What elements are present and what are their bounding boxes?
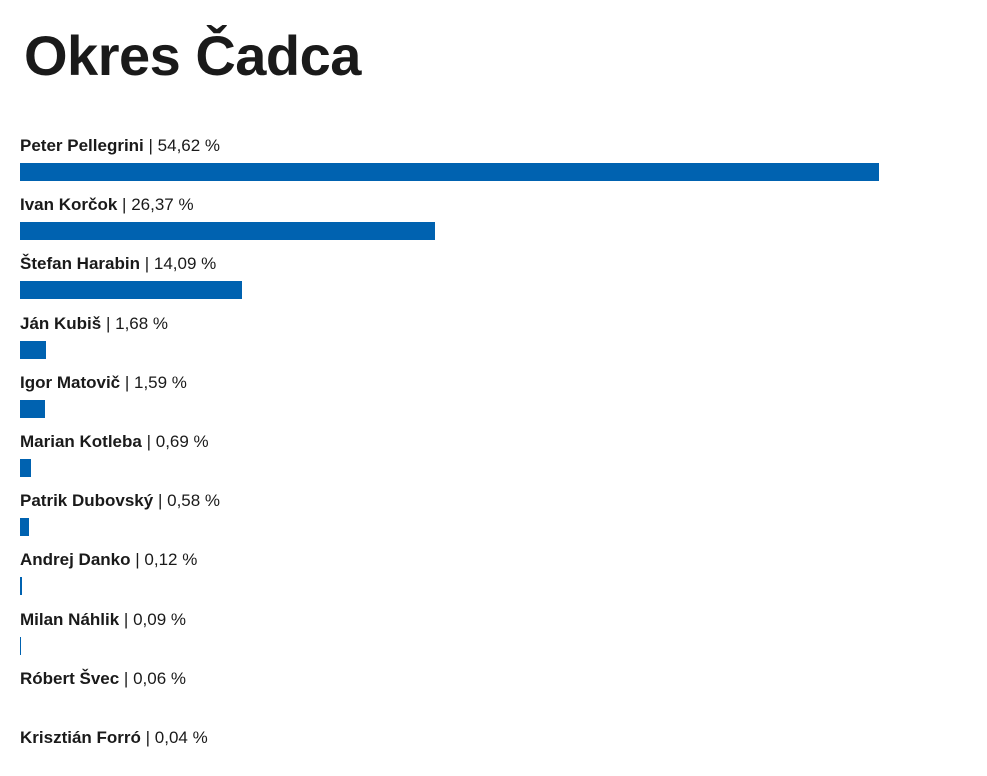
category-label: Andrej Danko <box>20 550 131 570</box>
label-separator: | <box>101 313 116 333</box>
bar <box>20 340 47 359</box>
chart-row: Peter Pellegrini | 54,62 % <box>20 134 920 184</box>
category-label: Ivan Korčok <box>20 195 118 215</box>
chart-row: Róbert Švec | 0,06 % <box>20 667 920 717</box>
label-separator: | <box>139 254 154 274</box>
data-label: 54,62 % <box>157 136 221 155</box>
bar-label: Patrik Dubovský | 0,58 % <box>20 489 220 513</box>
chart-row: Igor Matovič | 1,59 % <box>20 371 920 421</box>
chart-row: Milan Náhlik | 0,09 % <box>20 608 920 658</box>
chart-row: Ivan Korčok | 26,37 % <box>20 193 920 243</box>
label-separator: | <box>120 372 134 392</box>
bar <box>20 518 30 537</box>
category-label: Štefan Harabin <box>20 254 140 274</box>
chart-row: Patrik Dubovský | 0,58 % <box>20 489 920 539</box>
chart-row: Ján Kubiš | 1,68 % <box>20 312 920 362</box>
data-label: 0,12 % <box>144 550 198 570</box>
bar-label: Milan Náhlik | 0,09 % <box>20 608 186 632</box>
bar <box>20 636 22 655</box>
data-label: 0,04 % <box>154 728 208 747</box>
category-label: Igor Matovič <box>20 372 121 392</box>
data-label: 0,69 % <box>155 432 209 451</box>
bar-label: Andrej Danko | 0,12 % <box>20 548 197 572</box>
category-label: Krisztián Forró <box>20 728 141 747</box>
bar <box>20 399 45 418</box>
label-separator: | <box>130 550 145 570</box>
data-label: 1,59 % <box>134 372 187 392</box>
bar-chart: Peter Pellegrini | 54,62 % Ivan Korčok | … <box>20 0 920 770</box>
data-label: 26,37 % <box>131 195 194 215</box>
label-separator: | <box>143 136 158 155</box>
bar-label: Štefan Harabin | 14,09 % <box>20 252 216 276</box>
data-label: 0,09 % <box>133 609 186 629</box>
category-label: Ján Kubiš <box>20 313 102 333</box>
label-separator: | <box>153 491 168 511</box>
chart-row: Marian Kotleba | 0,69 % <box>20 430 920 480</box>
label-separator: | <box>141 432 156 451</box>
chart-row: Štefan Harabin | 14,09 % <box>20 252 920 302</box>
category-label: Milan Náhlik <box>20 609 120 629</box>
data-label: 0,58 % <box>167 491 221 511</box>
category-label: Marian Kotleba <box>20 432 142 451</box>
bar <box>20 281 242 300</box>
bar-label: Róbert Švec | 0,06 % <box>20 667 186 691</box>
label-separator: | <box>119 609 134 629</box>
chart-row: Krisztián Forró | 0,04 % <box>20 726 920 776</box>
label-separator: | <box>117 195 132 215</box>
label-separator: | <box>119 668 134 688</box>
category-label: Peter Pellegrini <box>20 136 144 155</box>
label-separator: | <box>140 728 155 747</box>
chart-row: Andrej Danko | 0,12 % <box>20 548 920 598</box>
category-label: Róbert Švec <box>20 668 120 688</box>
bar-label: Krisztián Forró | 0,04 % <box>20 726 208 750</box>
bar <box>20 577 22 596</box>
bar-label: Ivan Korčok | 26,37 % <box>20 193 194 217</box>
bar-label: Igor Matovič | 1,59 % <box>20 371 187 395</box>
page-title: Okres Čadca <box>24 24 361 87</box>
category-label: Patrik Dubovský <box>20 491 154 511</box>
bar <box>20 222 435 241</box>
bar-label: Marian Kotleba | 0,69 % <box>20 430 209 454</box>
data-label: 1,68 % <box>115 313 169 333</box>
bar-label: Peter Pellegrini | 54,62 % <box>20 134 220 158</box>
bar <box>20 163 879 181</box>
data-label: 14,09 % <box>153 254 217 274</box>
bar-label: Ján Kubiš | 1,68 % <box>20 312 168 336</box>
bar <box>20 459 31 477</box>
data-label: 0,06 % <box>133 668 187 688</box>
